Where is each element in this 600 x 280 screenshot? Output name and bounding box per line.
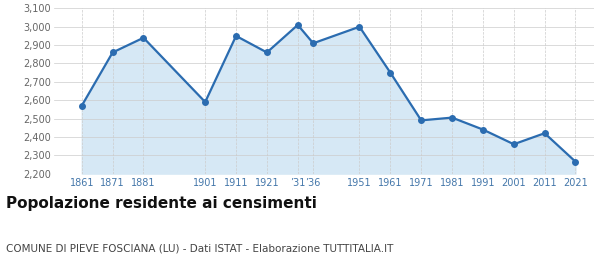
Text: Popolazione residente ai censimenti: Popolazione residente ai censimenti bbox=[6, 196, 317, 211]
Text: COMUNE DI PIEVE FOSCIANA (LU) - Dati ISTAT - Elaborazione TUTTITALIA.IT: COMUNE DI PIEVE FOSCIANA (LU) - Dati IST… bbox=[6, 244, 394, 254]
